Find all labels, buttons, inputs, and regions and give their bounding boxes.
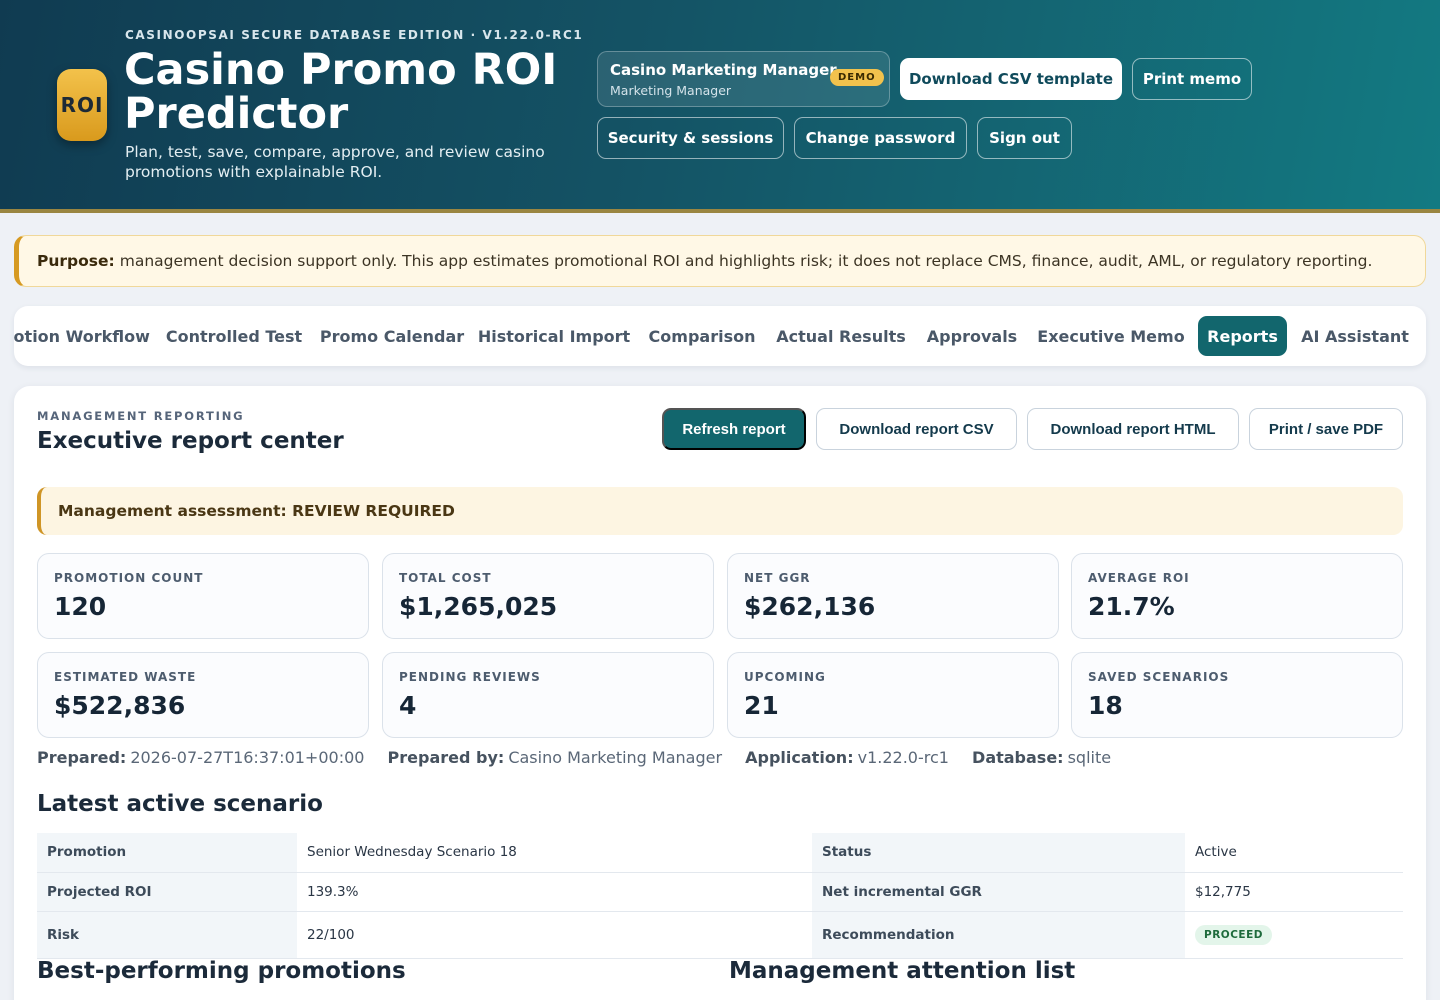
stat-value: 18 <box>1088 691 1123 720</box>
stat-value: $262,136 <box>744 592 876 621</box>
meta-prepared-by: Prepared by: Casino Marketing Manager <box>388 748 723 767</box>
stat-label: ESTIMATED WASTE <box>54 670 197 684</box>
tab-reports[interactable]: Reports <box>1198 316 1287 356</box>
meta-prepared-value: 2026-07-27T16:37:01+00:00 <box>130 748 365 767</box>
risk-value: 22/100 <box>297 911 812 959</box>
tab-historical-import[interactable]: Historical Import <box>477 326 631 346</box>
tab-promo-calendar[interactable]: Promo Calendar <box>319 326 465 346</box>
stat-card-average-roi: AVERAGE ROI 21.7% <box>1071 553 1403 639</box>
table-row: Promotion Senior Wednesday Scenario 18 S… <box>37 833 1403 873</box>
user-name: Casino Marketing Manager <box>610 61 837 79</box>
purpose-text: management decision support only. This a… <box>119 252 1373 270</box>
meta-application: Application: v1.22.0-rc1 <box>745 748 949 767</box>
stat-value: 21.7% <box>1088 592 1175 621</box>
security-sessions-button[interactable]: Security & sessions <box>597 117 784 159</box>
user-card: Casino Marketing Manager Marketing Manag… <box>597 51 890 107</box>
table-row: Projected ROI 139.3% Net incremental GGR… <box>37 872 1403 912</box>
tab-approvals[interactable]: Approvals <box>926 326 1018 346</box>
stat-label: AVERAGE ROI <box>1088 571 1190 585</box>
edition-label: CASINOOPSAI SECURE DATABASE EDITION · V1… <box>125 28 584 42</box>
stat-value: 21 <box>744 691 779 720</box>
print-memo-button[interactable]: Print memo <box>1132 58 1252 100</box>
tab-actual-results[interactable]: Actual Results <box>776 326 906 346</box>
download-report-html-button[interactable]: Download report HTML <box>1027 408 1239 450</box>
app-tagline: Plan, test, save, compare, approve, and … <box>125 143 545 181</box>
user-role: Marketing Manager <box>610 83 732 98</box>
app-title: Casino Promo ROI Predictor <box>124 45 558 139</box>
report-meta: Prepared: 2026-07-27T16:37:01+00:00 Prepa… <box>37 748 1129 767</box>
change-password-button[interactable]: Change password <box>794 117 967 159</box>
recommendation-label: Recommendation <box>812 911 1185 959</box>
risk-label: Risk <box>37 911 297 959</box>
main-tabs: notion Workflow Controlled Test Promo Ca… <box>14 306 1426 366</box>
meta-database-label: Database: <box>972 748 1064 767</box>
recommendation-cell: PROCEED <box>1185 911 1403 959</box>
download-csv-template-button[interactable]: Download CSV template <box>900 58 1122 100</box>
stat-label: SAVED SCENARIOS <box>1088 670 1230 684</box>
meta-application-value: v1.22.0-rc1 <box>857 748 949 767</box>
meta-application-label: Application: <box>745 748 854 767</box>
meta-prepared-by-value: Casino Marketing Manager <box>508 748 723 767</box>
stat-label: PROMOTION COUNT <box>54 571 204 585</box>
stat-card-upcoming: UPCOMING 21 <box>727 652 1059 738</box>
tab-comparison[interactable]: Comparison <box>648 326 756 346</box>
latest-scenario-table: Promotion Senior Wednesday Scenario 18 S… <box>37 833 1403 959</box>
stat-value: $1,265,025 <box>399 592 558 621</box>
stat-value: $522,836 <box>54 691 186 720</box>
stat-label: NET GGR <box>744 571 811 585</box>
net-ggr-label: Net incremental GGR <box>812 872 1185 912</box>
stat-value: 4 <box>399 691 417 720</box>
best-performing-title: Best-performing promotions <box>37 958 406 984</box>
attention-list-title: Management attention list <box>729 958 1076 984</box>
tab-ai-assistant[interactable]: AI Assistant <box>1301 326 1409 346</box>
meta-prepared-by-label: Prepared by: <box>387 748 505 767</box>
stat-value: 120 <box>54 592 107 621</box>
stat-card-saved-scenarios: SAVED SCENARIOS 18 <box>1071 652 1403 738</box>
tab-executive-memo[interactable]: Executive Memo <box>1037 326 1185 346</box>
stat-card-total-cost: TOTAL COST $1,265,025 <box>382 553 714 639</box>
latest-scenario-title: Latest active scenario <box>37 791 323 817</box>
projected-roi-value: 139.3% <box>297 872 812 912</box>
refresh-report-button[interactable]: Refresh report <box>662 408 806 450</box>
meta-prepared: Prepared: 2026-07-27T16:37:01+00:00 <box>37 748 364 767</box>
download-report-csv-button[interactable]: Download report CSV <box>816 408 1017 450</box>
stat-card-estimated-waste: ESTIMATED WASTE $522,836 <box>37 652 369 738</box>
stat-card-net-ggr: NET GGR $262,136 <box>727 553 1059 639</box>
section-title: Executive report center <box>37 428 344 454</box>
tab-promotion-workflow[interactable]: notion Workflow <box>14 326 150 346</box>
app-header: ROI CASINOOPSAI SECURE DATABASE EDITION … <box>0 0 1440 213</box>
projected-roi-label: Projected ROI <box>37 872 297 912</box>
promotion-label: Promotion <box>37 833 297 873</box>
sign-out-button[interactable]: Sign out <box>977 117 1072 159</box>
promotion-value: Senior Wednesday Scenario 18 <box>297 833 812 873</box>
report-panel: MANAGEMENT REPORTING Executive report ce… <box>14 386 1426 1000</box>
recommendation-badge: PROCEED <box>1195 924 1272 945</box>
meta-database: Database: sqlite <box>972 748 1111 767</box>
stat-card-pending-reviews: PENDING REVIEWS 4 <box>382 652 714 738</box>
stat-card-promotion-count: PROMOTION COUNT 120 <box>37 553 369 639</box>
management-assessment: Management assessment: REVIEW REQUIRED <box>37 487 1403 535</box>
table-row: Risk 22/100 Recommendation PROCEED <box>37 911 1403 959</box>
stat-label: UPCOMING <box>744 670 826 684</box>
roi-logo: ROI <box>57 69 107 141</box>
purpose-label: Purpose: <box>37 252 115 270</box>
section-kicker: MANAGEMENT REPORTING <box>37 409 245 423</box>
print-save-pdf-button[interactable]: Print / save PDF <box>1249 408 1403 450</box>
stat-label: TOTAL COST <box>399 571 492 585</box>
demo-badge: DEMO <box>830 69 884 86</box>
status-value: Active <box>1185 833 1403 873</box>
meta-prepared-label: Prepared: <box>37 748 127 767</box>
status-label: Status <box>812 833 1185 873</box>
tab-controlled-test[interactable]: Controlled Test <box>165 326 303 346</box>
purpose-banner: Purpose: management decision support onl… <box>14 235 1426 287</box>
meta-database-value: sqlite <box>1067 748 1112 767</box>
net-ggr-value: $12,775 <box>1185 872 1403 912</box>
stat-label: PENDING REVIEWS <box>399 670 541 684</box>
